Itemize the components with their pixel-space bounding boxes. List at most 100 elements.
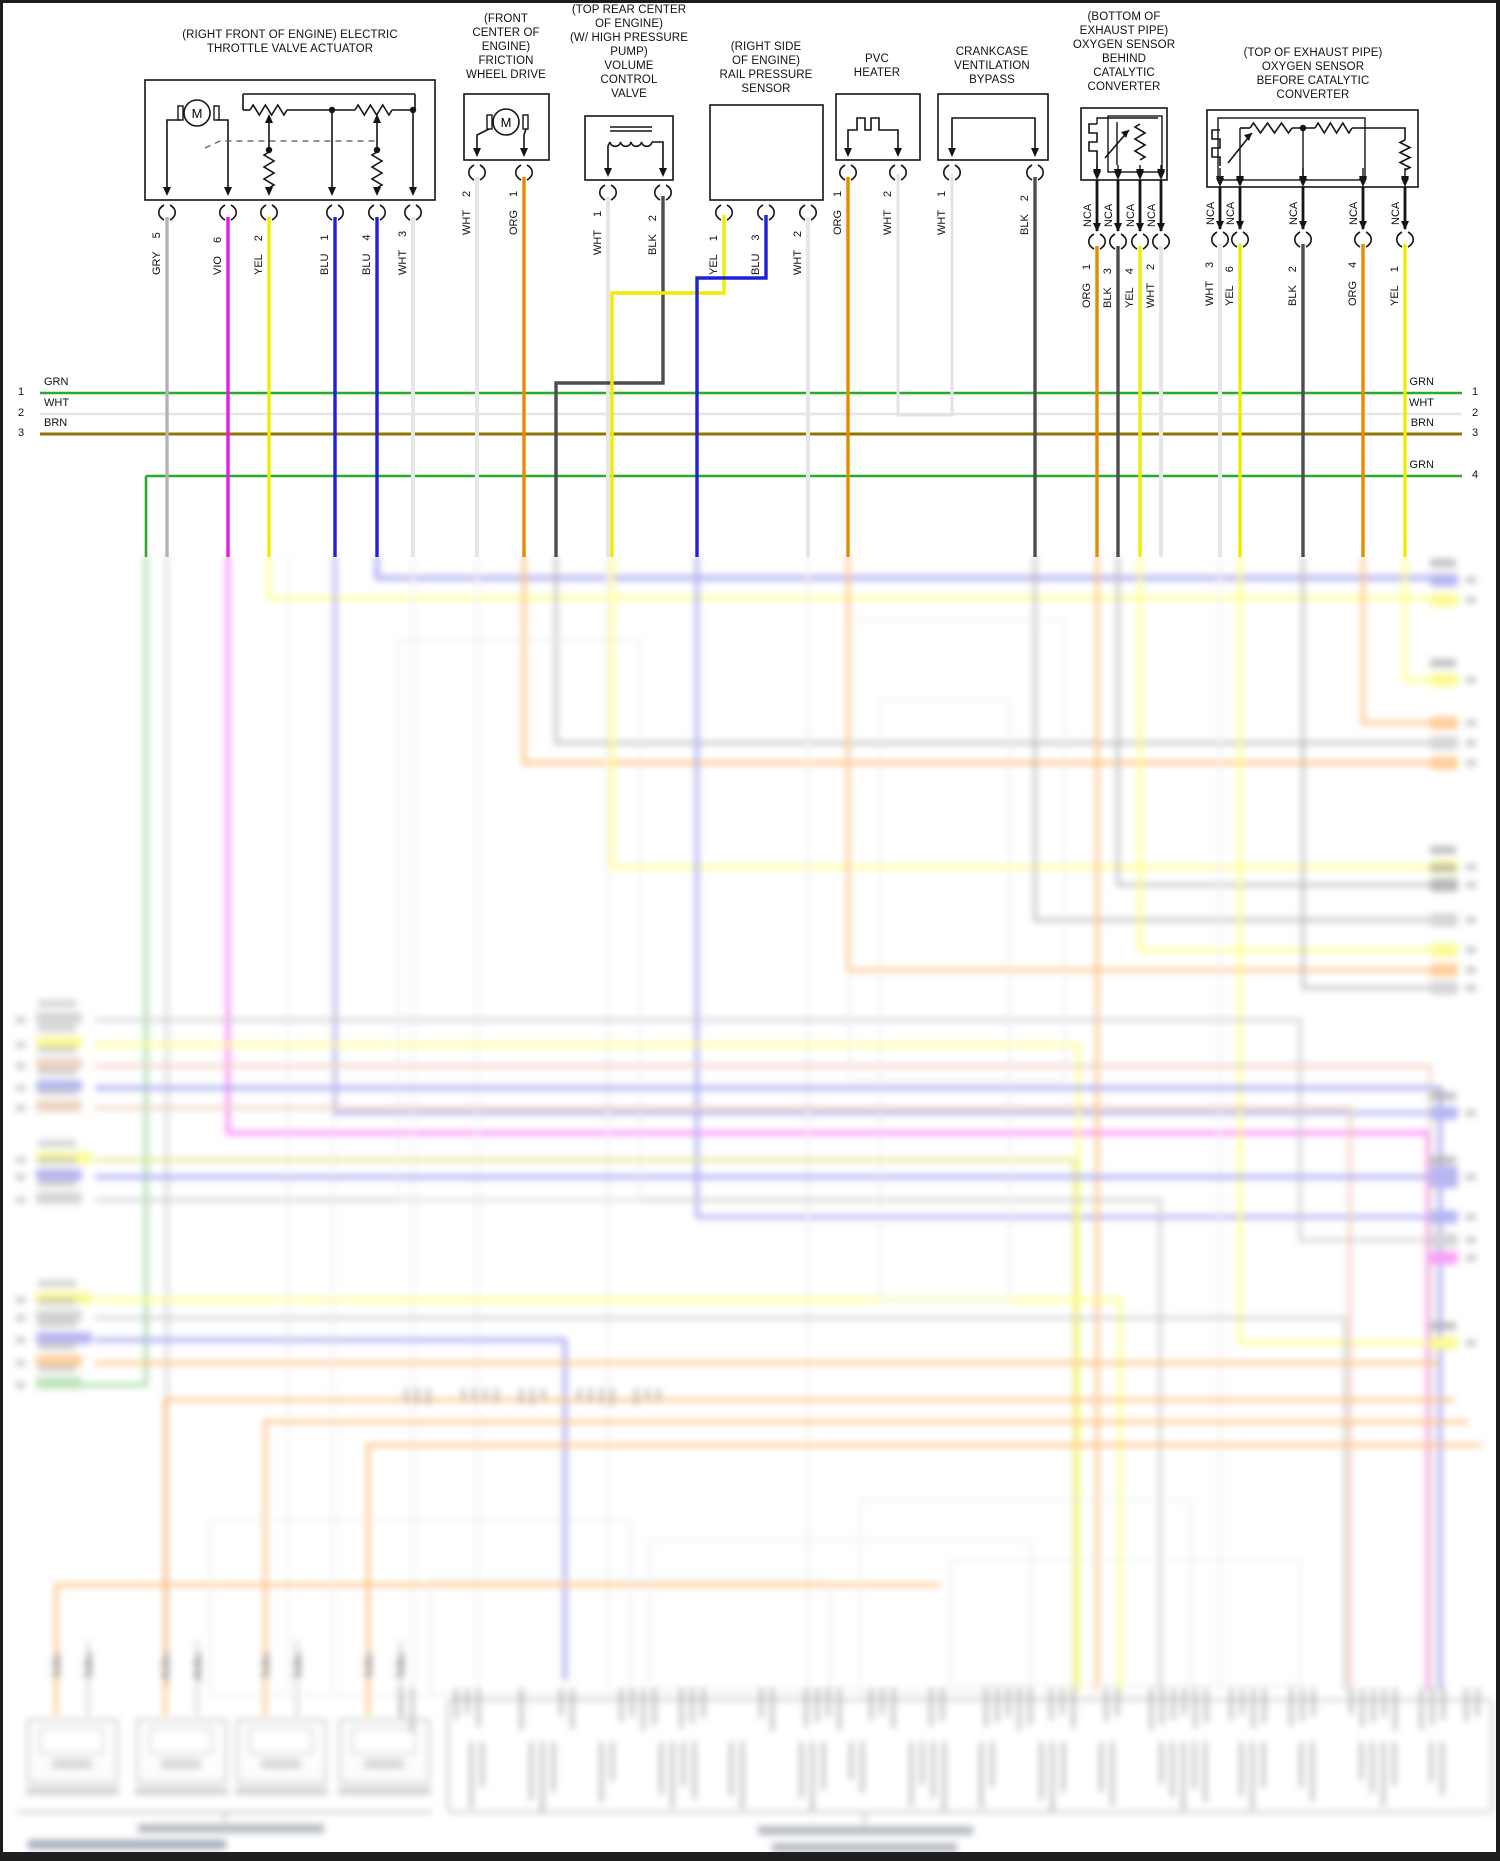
component-title-line: (RIGHT FRONT OF ENGINE) ELECTRIC — [182, 29, 398, 41]
nca-label: NCA — [1390, 202, 1402, 225]
bus-number-left: 2 — [18, 407, 25, 419]
motor-letter: M — [192, 106, 203, 121]
pin-number: 6 — [212, 236, 224, 244]
pin-label: VIO 6 — [212, 237, 224, 275]
component-title-line: BEHIND — [1101, 53, 1147, 65]
component-title-line: (TOP OF EXHAUST PIPE) — [1243, 47, 1383, 59]
nca-text: NCA — [1103, 203, 1115, 227]
wire-color-code: BLK — [1102, 287, 1114, 308]
wire-color-code: WHT — [461, 209, 473, 235]
pin-label: BLK 2 — [1019, 195, 1031, 235]
component-title-line: CONVERTER — [1276, 89, 1350, 101]
pin-label: WHT 1 — [936, 191, 948, 235]
nca-text: NCA — [1288, 201, 1300, 225]
pin-number: 6 — [1224, 266, 1236, 273]
pin-label: BLK 2 — [647, 215, 659, 255]
pin-number: 4 — [361, 234, 373, 241]
pin-label: BLK 3 — [1102, 268, 1114, 308]
nca-label: NCA — [1205, 202, 1217, 225]
nca-label: NCA — [1082, 204, 1094, 227]
pin-number: 2 — [1019, 195, 1031, 202]
component-title-line: OF ENGINE) — [731, 55, 801, 67]
nca-label: NCA — [1225, 202, 1237, 225]
component-title-line: THROTTLE VALVE ACTUATOR — [206, 43, 374, 55]
component-title-line: (BOTTOM OF — [1087, 11, 1161, 23]
pin-number: 2 — [1287, 266, 1299, 273]
component-title-line: WHEEL DRIVE — [466, 69, 546, 81]
pin-number: 2 — [1145, 263, 1157, 270]
wire-color-code: BLK — [647, 234, 659, 255]
component-title-line: CONTROL — [600, 74, 658, 86]
component-title-line: HEATER — [853, 67, 901, 79]
bus-color-label-right: GRN — [1409, 459, 1434, 471]
wire-color-code: WHT — [882, 209, 894, 235]
pin-number: 3 — [1204, 261, 1216, 268]
component-title-line: (W/ HIGH PRESSURE — [570, 32, 688, 44]
nca-text: NCA — [1146, 203, 1158, 227]
wire-color-code: YEL — [1224, 285, 1236, 306]
component-title-line: CATALYTIC — [1093, 67, 1155, 79]
wire-color-code: YEL — [1389, 285, 1401, 306]
pin-label: YEL 1 — [708, 235, 720, 275]
pin-number: 1 — [1081, 263, 1093, 270]
bus-color-label-left: GRN — [44, 376, 69, 388]
pin-label: ORG 1 — [1081, 264, 1093, 308]
component-title-line: PVC — [865, 53, 889, 65]
pin-label: WHT 3 — [1204, 262, 1216, 306]
component-title-line: (TOP REAR CENTER — [571, 4, 687, 16]
component-title-line: CRANKCASE — [955, 46, 1029, 58]
bus-number-right: 2 — [1472, 407, 1479, 419]
pin-label: BLU 1 — [319, 234, 331, 275]
wire-color-code: ORG — [508, 209, 520, 235]
pin-label: ORG 1 — [508, 191, 520, 235]
pin-number: 3 — [750, 234, 762, 241]
component-title: (TOP OF EXHAUST PIPE) OXYGEN SENSOR BEFORE… — [1198, 46, 1428, 102]
component-title-line: OXYGEN SENSOR — [1261, 61, 1365, 73]
motor-letter: M — [501, 115, 512, 130]
nca-text: NCA — [1205, 201, 1217, 225]
pin-number: 1 — [708, 235, 720, 242]
pin-label: BLU 3 — [750, 234, 762, 275]
component-title: (BOTTOM OF EXHAUST PIPE) OXYGEN SENSOR BEHI… — [1049, 10, 1199, 94]
component-title: PVC HEATER — [827, 52, 927, 80]
pin-label: WHT 2 — [792, 231, 804, 275]
wire-color-code: WHT — [592, 229, 604, 255]
wire-color-code: BLU — [361, 253, 373, 275]
component-title-line: VOLUME — [604, 60, 654, 72]
pin-label: WHT 2 — [882, 191, 894, 235]
component-title-line: OF ENGINE) — [594, 18, 664, 30]
component-title-line: BYPASS — [969, 74, 1015, 86]
component-title-line: PUMP) — [610, 46, 648, 58]
wire-color-code: YEL — [1124, 287, 1136, 308]
pin-label: BLK 2 — [1287, 266, 1299, 306]
pin-label: YEL 4 — [1124, 268, 1136, 308]
wire-color-code: BLU — [319, 253, 331, 275]
pin-label: BLU 4 — [361, 234, 373, 275]
pin-label: YEL 2 — [253, 235, 265, 275]
bus-number-right: 4 — [1472, 469, 1479, 481]
wire-color-code: BLK — [1287, 285, 1299, 306]
bus-color-label-left: WHT — [44, 397, 70, 409]
pin-label: ORG 1 — [832, 191, 844, 235]
pin-number: 1 — [1389, 266, 1401, 273]
nca-text: NCA — [1390, 201, 1402, 225]
wire-color-code: WHT — [397, 249, 409, 275]
bus-color-label-left: BRN — [44, 417, 68, 429]
pin-label: WHT 3 — [397, 231, 409, 275]
pin-number: 1 — [832, 190, 844, 197]
pin-label: YEL 6 — [1224, 266, 1236, 306]
component-title-line: VENTILATION — [954, 60, 1030, 72]
component-title-line: ENGINE) — [481, 41, 531, 53]
pin-number: 4 — [1347, 261, 1359, 268]
component-title-line: (RIGHT SIDE — [730, 41, 802, 53]
component-title-line: (FRONT — [483, 13, 529, 25]
nca-label: NCA — [1103, 204, 1115, 227]
wire-color-code: YEL — [708, 254, 720, 275]
pin-number: 3 — [1102, 268, 1114, 275]
pin-number: 5 — [151, 232, 163, 239]
pin-number: 2 — [253, 235, 265, 242]
pin-label: WHT 1 — [592, 211, 604, 255]
